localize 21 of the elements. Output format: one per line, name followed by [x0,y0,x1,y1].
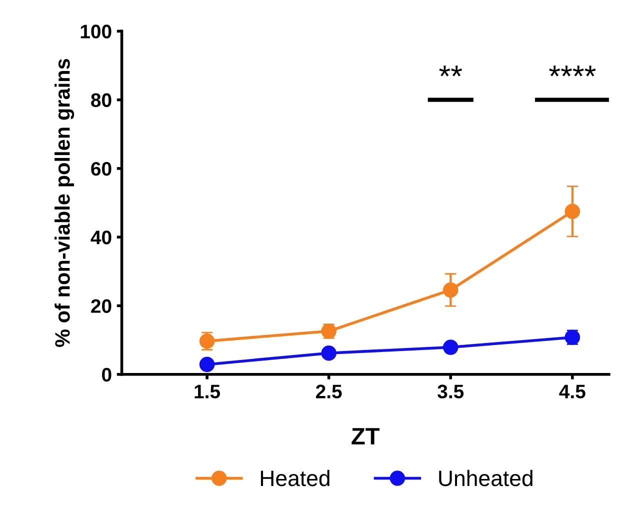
x-axis-title: ZT [352,428,380,444]
x-tick-label: 2.5 [316,384,342,398]
point [321,345,336,361]
point [199,356,215,372]
x-tick-label: 4.5 [559,384,586,398]
y-tick-label: 20 [91,299,112,313]
y-tick-label: 80 [91,93,112,108]
y-axis-title: % of non-viable pollen grains [54,58,74,347]
legend-label: Unheated [439,470,532,486]
annotation: ** [439,66,462,76]
y-tick-label: 40 [90,230,112,244]
x-tick-label: 3.5 [438,384,464,398]
point [442,340,458,355]
y-tick-label: 100 [80,24,112,38]
point [564,204,580,220]
y-tick-label: 0 [102,368,112,382]
point [442,282,458,298]
x-tick-label: 1.5 [194,384,220,398]
legend-label: Heated [260,470,330,486]
annotation: **** [549,66,596,76]
y-tick-label: 60 [91,162,112,176]
